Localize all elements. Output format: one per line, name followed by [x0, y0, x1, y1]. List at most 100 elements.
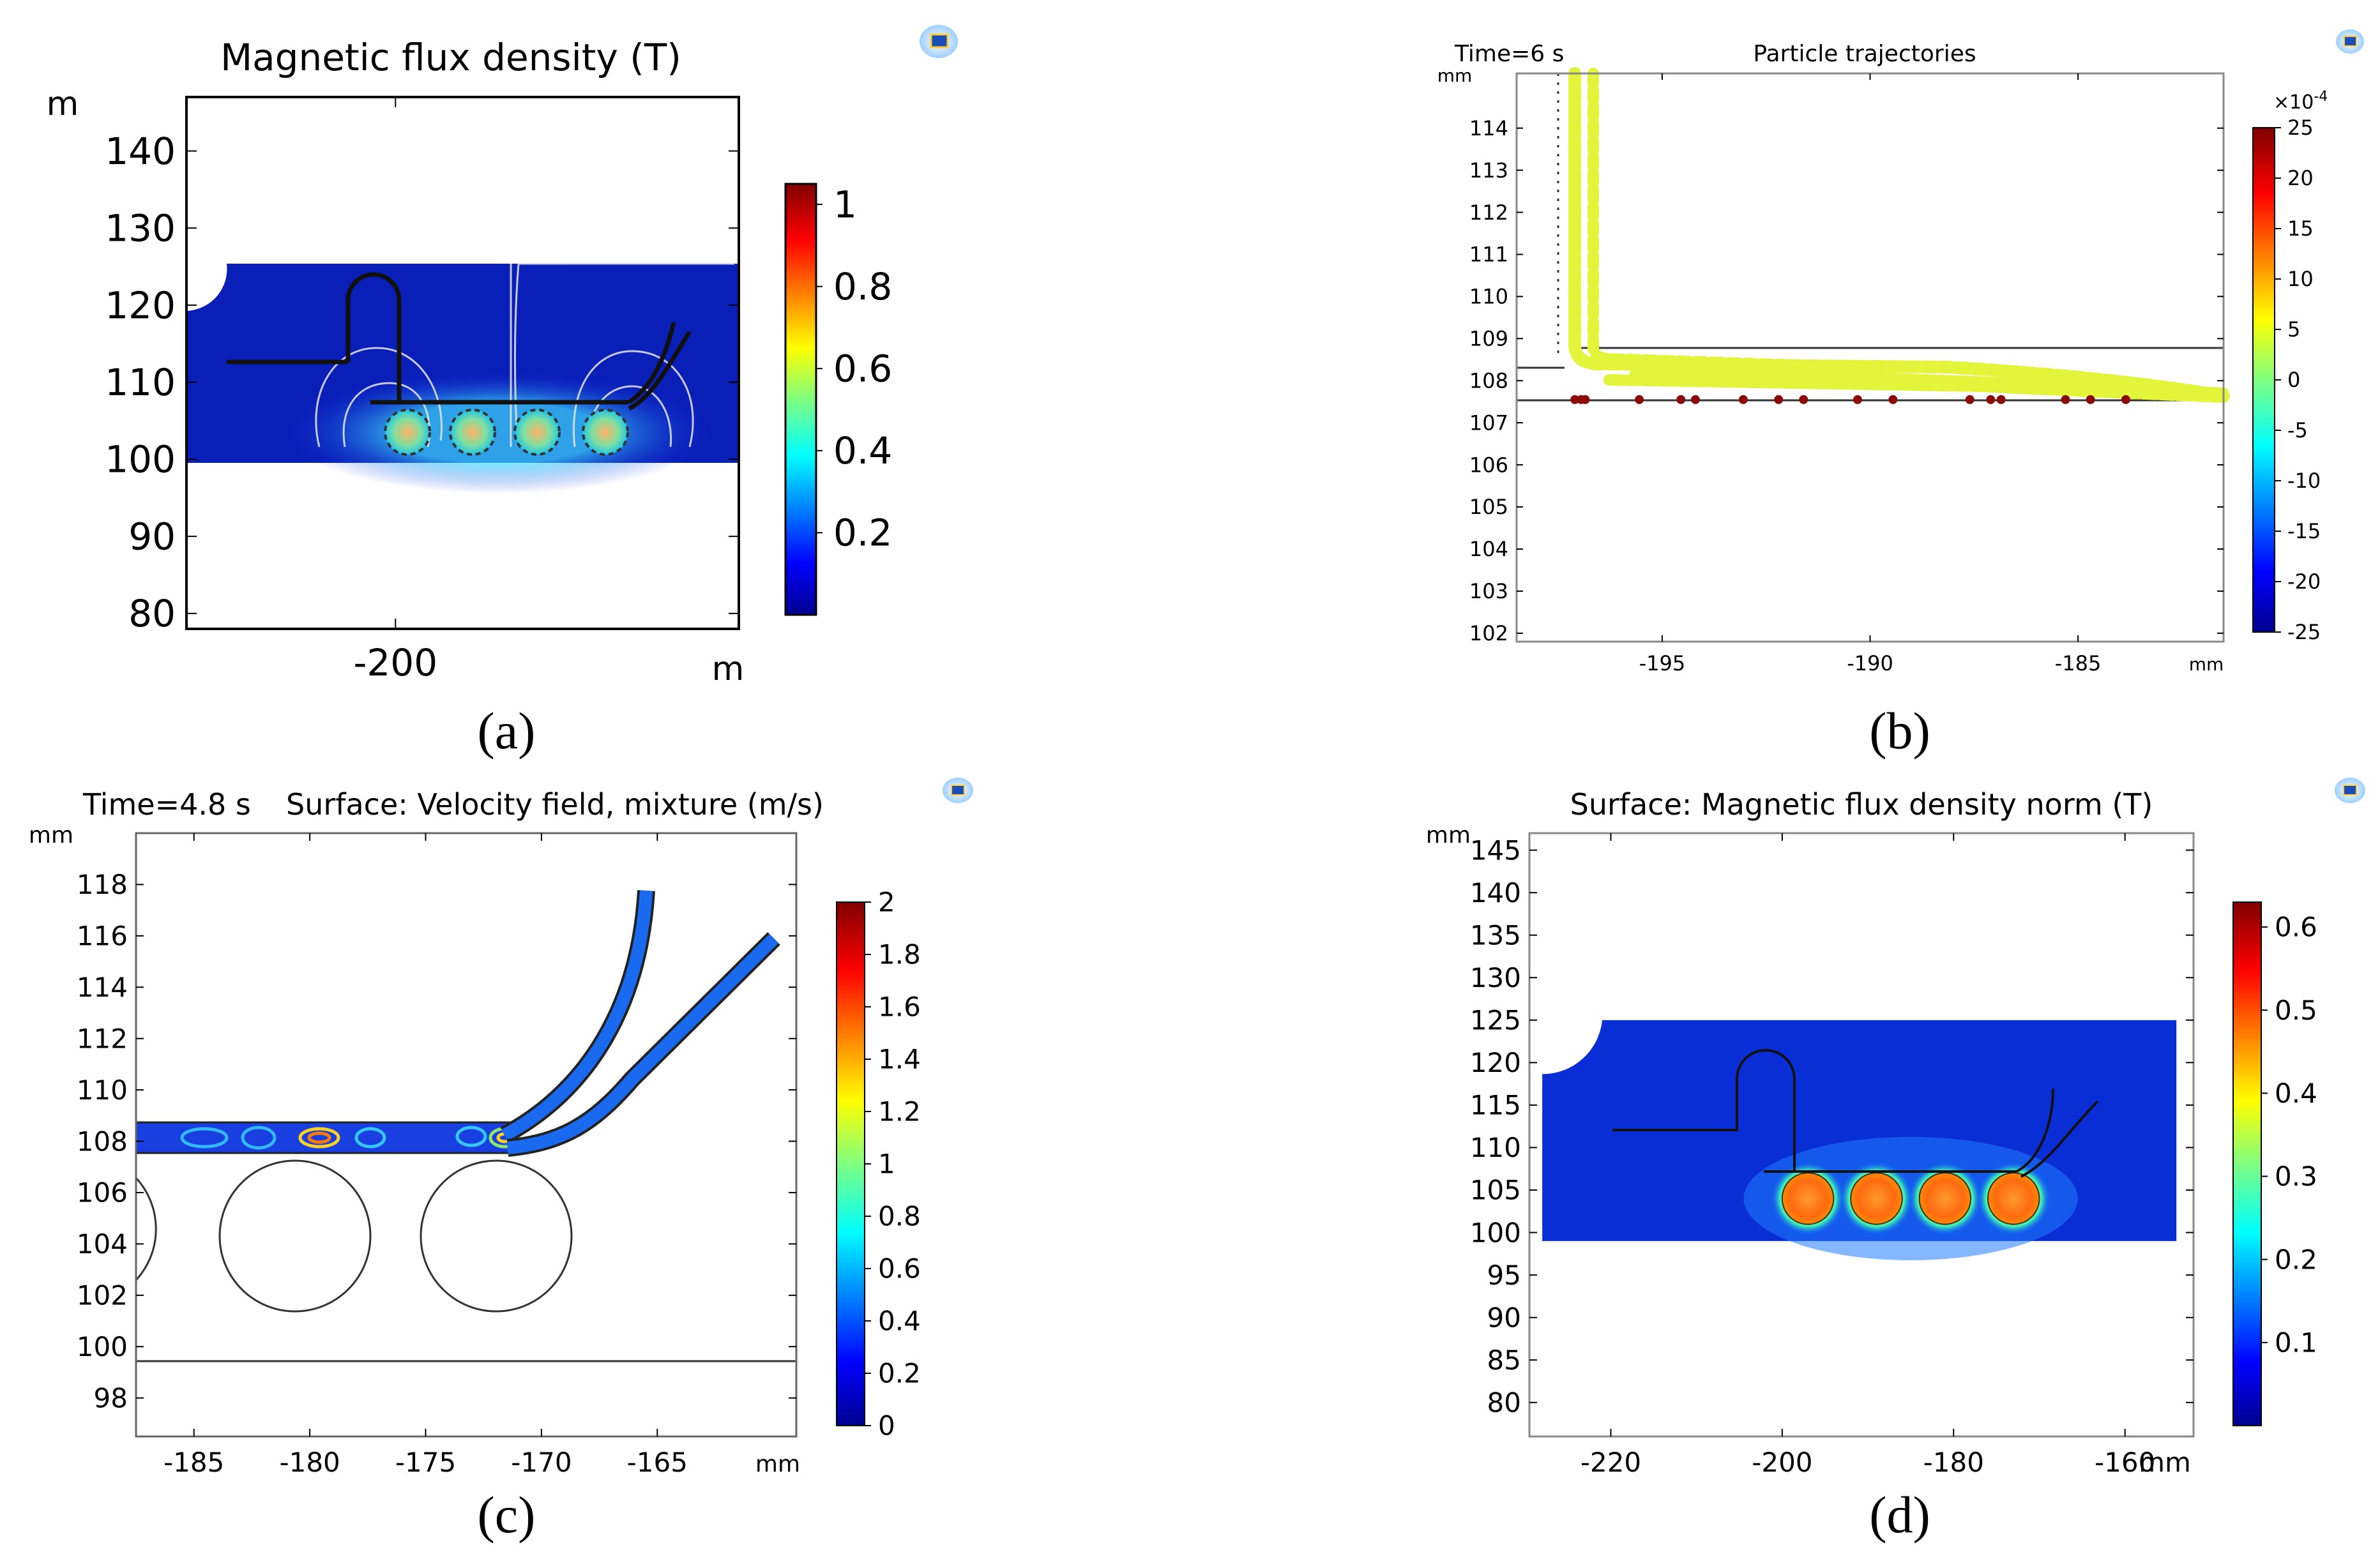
y-tick-label: 140: [1470, 877, 1521, 908]
captured-particle: [2121, 395, 2130, 404]
colorbar-tick-label: 0.8: [833, 265, 892, 308]
x-tick-label: -180: [1923, 1447, 1984, 1478]
panel-b-caption: (b): [1869, 702, 1930, 760]
panel-d-colorbar: [2232, 901, 2262, 1426]
x-tick-label: -220: [1580, 1447, 1641, 1478]
colorbar-tick-label: 10: [2287, 267, 2314, 291]
captured-particle: [1738, 395, 1748, 404]
colorbar-tick-label: 1: [878, 1149, 895, 1180]
panel-b-captured-particles: [1570, 395, 2130, 404]
captured-particle: [1888, 395, 1898, 404]
y-tick-label: 95: [1487, 1260, 1521, 1291]
colorbar-tick-label: 0.4: [2275, 1078, 2317, 1109]
colorbar-tick-label: -20: [2287, 569, 2321, 594]
y-tick-label: 85: [1487, 1345, 1521, 1376]
panel-b-walls: [1517, 73, 2224, 402]
panel-c-caption: (c): [477, 1486, 535, 1544]
y-tick-label: 113: [1469, 158, 1508, 183]
y-tick-label: 100: [1470, 1217, 1521, 1248]
panel-a-plot: [185, 96, 740, 630]
panel-d-y-unit: mm: [1426, 822, 1471, 848]
panel-c-colorbar-ticks: 0 0.2 0.4 0.6 0.8 1 1.2 1.4 1.6 1.8 2: [865, 887, 921, 1442]
panel-a-colorbar-ticks: 0.2 0.4 0.6 0.8 1: [816, 183, 892, 555]
panel-a-channel: [227, 272, 692, 411]
colorbar-tick-label: 0.6: [833, 347, 892, 391]
panel-d-domain-group: [1542, 1020, 2177, 1260]
panel-d-frame: [1528, 832, 2195, 1438]
captured-particle: [1996, 395, 2006, 404]
x-tick-label: -175: [395, 1447, 456, 1478]
panel-d-x-ticks: -220 -200 -180 -160: [1580, 833, 2155, 1478]
panel-b-y-ticks: 102 103 104 105 106 107 108 109 110 111 112 113 114: [1469, 116, 2224, 645]
panel-d-caption: (d): [1869, 1486, 1930, 1544]
y-tick-label: 100: [77, 1331, 128, 1362]
y-tick-label: 105: [1469, 495, 1508, 519]
panel-c-vortices: [180, 1126, 520, 1150]
captured-particle: [2086, 395, 2095, 404]
y-tick-label: 98: [94, 1382, 128, 1413]
panel-c-plot: [135, 832, 798, 1438]
colorbar-tick-label: 0.2: [878, 1358, 921, 1389]
panel-a-caption: (a): [477, 702, 535, 760]
colorbar-tick-label: 0.1: [2275, 1327, 2317, 1359]
panel-b-colorbar-exponent-power: -4: [2314, 89, 2328, 105]
colorbar-tick-label: -10: [2287, 469, 2321, 493]
captured-particle: [1965, 395, 1974, 404]
colorbar-tick-label: 0.4: [833, 429, 892, 472]
panel-b-y-unit: mm: [1437, 65, 1473, 86]
y-tick-label: 80: [1487, 1387, 1521, 1418]
x-tick-label: -165: [627, 1447, 688, 1478]
colorbar-tick-label: 0.6: [2275, 912, 2317, 943]
captured-particle: [2061, 395, 2070, 404]
x-tick-label: -180: [279, 1447, 340, 1478]
x-tick-label: -200: [1752, 1447, 1812, 1478]
colorbar-tick-label: 0.2: [833, 511, 892, 555]
y-tick-label: 102: [77, 1280, 128, 1311]
captured-particle: [1580, 395, 1590, 404]
colorbar-tick-label: 0.2: [2275, 1244, 2317, 1275]
captured-particle: [1691, 395, 1701, 404]
panel-b-trajectories: [1568, 67, 2230, 403]
x-tick-label: -195: [1639, 651, 1686, 675]
panel-a-magnet: [582, 409, 629, 456]
colorbar-tick-label: 1.2: [878, 1096, 921, 1127]
panel-d-colorbar-ticks: 0.1 0.2 0.3 0.4 0.5 0.6: [2261, 912, 2317, 1359]
y-tick-label: 108: [77, 1126, 128, 1157]
panel-d-title: Surface: Magnetic flux density norm (T): [1570, 787, 2153, 822]
panel-a-x-unit: m: [712, 650, 745, 688]
x-tick-label: -185: [2055, 651, 2102, 675]
panel-c-title: Surface: Velocity field, mixture (m/s): [286, 787, 824, 822]
x-tick-label: -190: [1847, 651, 1893, 675]
colorbar-tick-label: 1.6: [878, 991, 921, 1023]
colorbar-tick-label: 0.8: [878, 1201, 921, 1232]
y-tick-label: 100: [105, 438, 176, 481]
colorbar-tick-label: 1: [833, 183, 857, 226]
colorbar-tick-label: 0.5: [2275, 995, 2317, 1026]
panel-b-colorbar-ticks: 25 20 15 10 5 0 -5 -10 -15 -20 -25: [2275, 116, 2321, 644]
panel-d: Surface: Magnetic flux density norm (T) …: [1426, 778, 2365, 1544]
y-tick-label: 120: [1470, 1047, 1521, 1078]
panel-b-x-unit: mm: [2189, 654, 2224, 675]
y-tick-label: 111: [1469, 243, 1508, 267]
y-tick-label: 118: [77, 869, 128, 900]
panel-b: Time=6 s Particle trajectories mm mm 102…: [1437, 29, 2364, 760]
x-tick-label: -200: [353, 641, 437, 684]
y-tick-label: 110: [77, 1074, 128, 1106]
panel-a-colorbar: [784, 183, 817, 616]
x-tick-label: -185: [163, 1447, 224, 1478]
panel-c: Time=4.8 s Surface: Velocity field, mixt…: [29, 778, 973, 1544]
panel-b-colorbar: [2252, 127, 2275, 633]
colorbar-tick-label: -5: [2287, 418, 2308, 442]
magnet: [1781, 1172, 1835, 1225]
panel-a-field-lines: [315, 262, 734, 448]
panel-c-magnet: [135, 1177, 157, 1281]
panel-c-magnet: [420, 1159, 573, 1313]
x-tick-label: -160: [2095, 1447, 2155, 1478]
colorbar-tick-label: 5: [2287, 317, 2300, 342]
y-tick-label: 110: [1470, 1132, 1521, 1163]
panel-a: Magnetic flux density (T) m m: [47, 25, 958, 760]
colorbar-tick-label: 20: [2287, 166, 2314, 190]
y-tick-label: 107: [1469, 411, 1508, 435]
y-tick-label: 106: [1469, 453, 1508, 477]
panel-a-frame: [185, 96, 740, 630]
